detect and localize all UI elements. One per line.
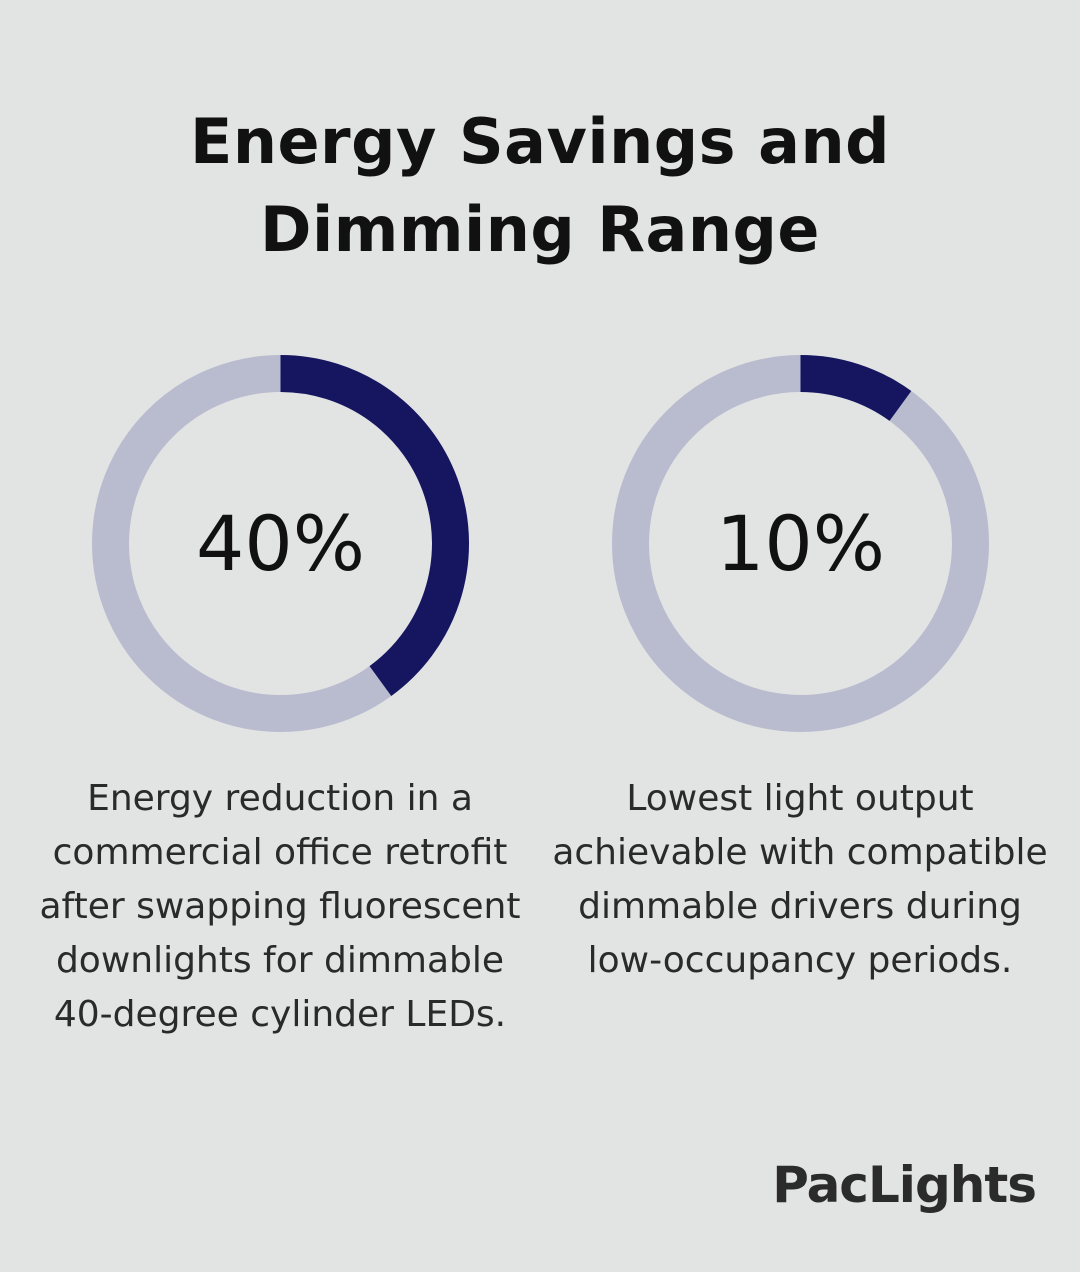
donut-svg-dimming-range — [612, 355, 989, 732]
title-line-1: Energy Savings and — [189, 105, 891, 178]
caption-energy-reduction: Energy reduction in a commercial office … — [39, 778, 521, 1035]
donut-fill-arc — [280, 355, 469, 696]
donut-value-label: 10% — [716, 499, 885, 588]
title-line-2: Dimming Range — [260, 193, 820, 266]
page-title: Energy Savings and Dimming Range — [0, 98, 1080, 274]
donut-chart-energy-reduction: 40% — [92, 355, 469, 732]
donut-fill-arc — [800, 355, 912, 422]
paclights-logo: PacLights — [772, 1156, 1037, 1214]
donut-chart-dimming-range: 10% — [612, 355, 989, 732]
donut-value-label: 40% — [196, 499, 365, 588]
caption-dimming-range: Lowest light output achievable with comp… — [552, 778, 1048, 981]
donut-svg-energy-reduction — [92, 355, 469, 732]
